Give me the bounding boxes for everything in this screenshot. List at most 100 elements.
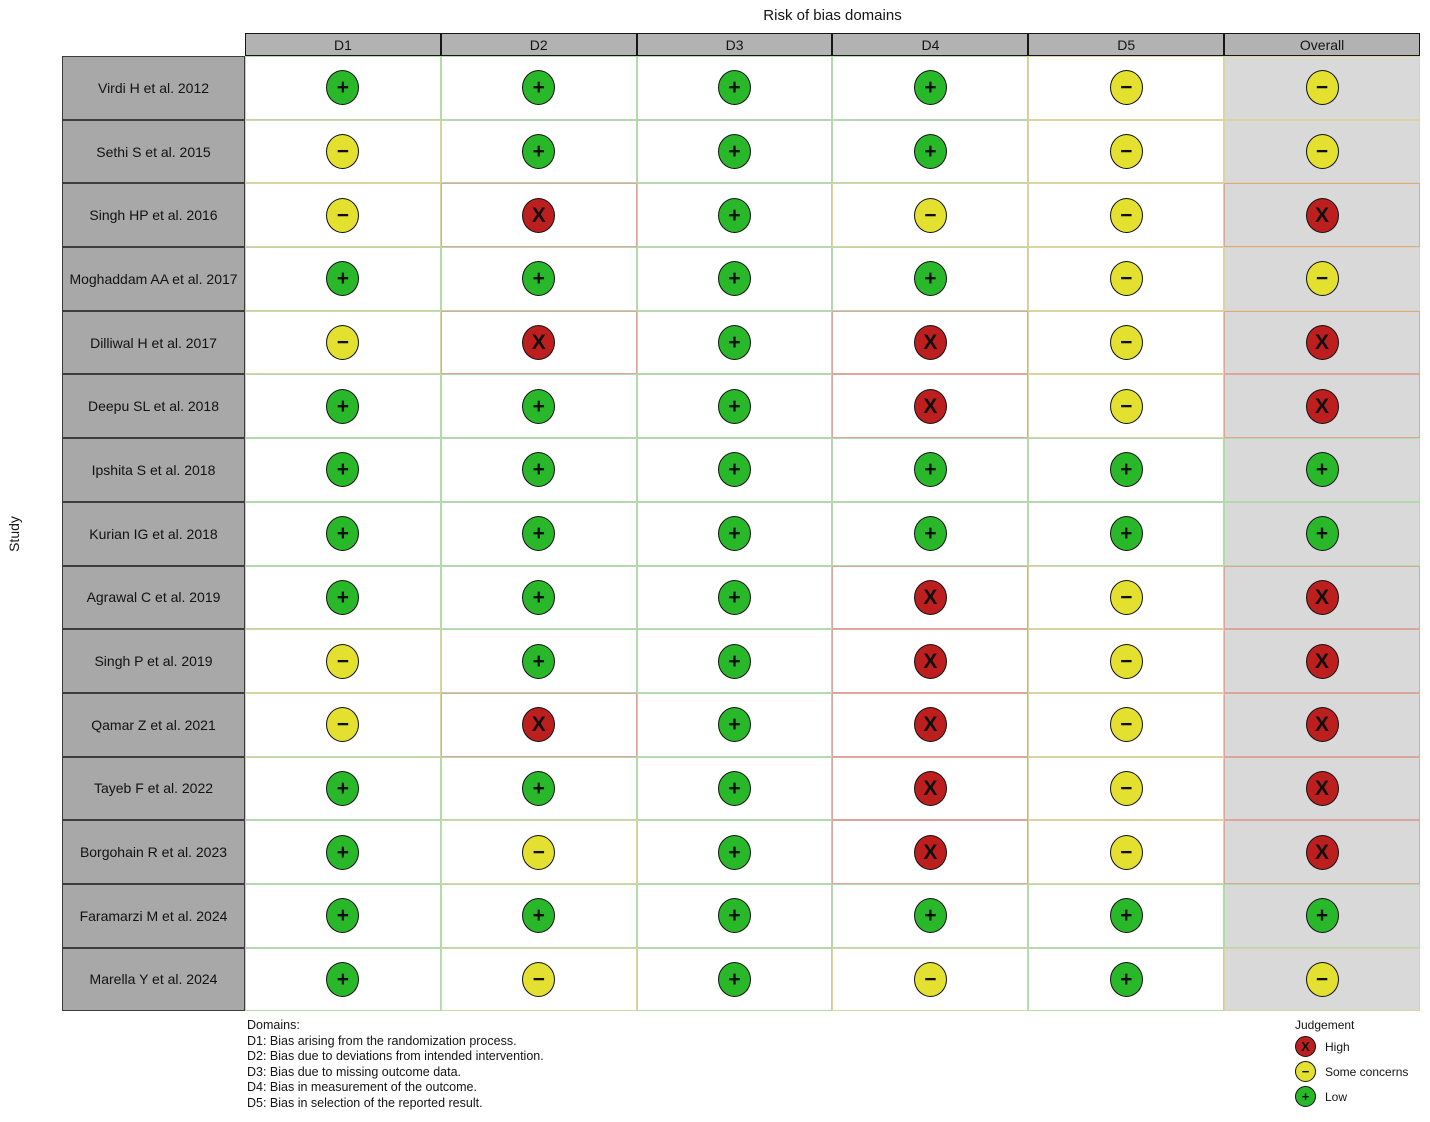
judgement-icon-low: + bbox=[522, 134, 556, 170]
study-label: Faramarzi M et al. 2024 bbox=[62, 883, 245, 948]
study-label: Sethi S et al. 2015 bbox=[62, 119, 245, 184]
judgement-icon-low: + bbox=[326, 834, 360, 870]
study-label: Agrawal C et al. 2019 bbox=[62, 565, 245, 630]
study-label: Tayeb F et al. 2022 bbox=[62, 756, 245, 821]
judgement-icon-high: X bbox=[913, 388, 947, 424]
judgement-cell-d1: + bbox=[245, 247, 441, 311]
judgement-icon-high: X bbox=[1305, 707, 1339, 743]
judgement-icon-some: − bbox=[1109, 197, 1143, 233]
table-row: Virdi H et al. 2012 + + + + − − bbox=[62, 56, 1420, 120]
judgement-legend-item-some: − Some concerns bbox=[1295, 1061, 1408, 1082]
judgement-cell-overall: X bbox=[1224, 820, 1420, 884]
judgement-icon-high: X bbox=[913, 834, 947, 870]
judgement-legend-label: Low bbox=[1325, 1089, 1348, 1104]
judgement-icon-low: + bbox=[718, 134, 752, 170]
judgement-cell-d3: + bbox=[636, 947, 833, 1012]
table-row: Singh HP et al. 2016 − X + − − X bbox=[62, 183, 1420, 248]
judgement-legend-items: X High − Some concerns + Low bbox=[1295, 1036, 1408, 1107]
judgement-icon-some: − bbox=[326, 707, 360, 743]
judgement-icon-some: − bbox=[522, 961, 556, 997]
judgement-cell-d4: + bbox=[832, 438, 1029, 502]
judgement-cell-d4: X bbox=[832, 629, 1029, 693]
judgement-cell-d1: + bbox=[245, 374, 441, 439]
judgement-cell-d5: + bbox=[1028, 883, 1225, 948]
study-label: Moghaddam AA et al. 2017 bbox=[62, 247, 245, 311]
judgement-cell-d1: + bbox=[245, 501, 441, 566]
study-label: Kurian IG et al. 2018 bbox=[62, 501, 245, 566]
table-row: Dilliwal H et al. 2017 − X + X − X bbox=[62, 310, 1420, 375]
table-row: Tayeb F et al. 2022 + + + X − X bbox=[62, 756, 1420, 821]
judgement-icon-low: + bbox=[718, 452, 752, 488]
judgement-icon-low: + bbox=[522, 516, 556, 552]
judgement-icon-high: X bbox=[1305, 197, 1339, 233]
judgement-cell-d5: − bbox=[1028, 756, 1225, 821]
judgement-legend-label: High bbox=[1325, 1039, 1350, 1054]
judgement-icon-some: − bbox=[326, 325, 360, 361]
judgement-cell-d5: + bbox=[1028, 501, 1225, 566]
judgement-icon-low: + bbox=[326, 961, 360, 997]
judgement-cell-d3: + bbox=[636, 756, 833, 821]
judgement-icon-high: X bbox=[913, 643, 947, 679]
judgement-icon-low: + bbox=[326, 261, 360, 297]
table-row: Moghaddam AA et al. 2017 + + + + − − bbox=[62, 247, 1420, 311]
judgement-cell-d2: − bbox=[440, 947, 637, 1012]
judgement-legend-item-low: + Low bbox=[1295, 1086, 1408, 1107]
judgement-cell-d2: X bbox=[440, 183, 637, 248]
judgement-icon-high: X bbox=[913, 770, 947, 806]
judgement-icon-some: − bbox=[1305, 261, 1339, 297]
judgement-cell-overall: X bbox=[1224, 310, 1420, 375]
judgement-icon-some: − bbox=[1109, 834, 1143, 870]
judgement-cell-overall: X bbox=[1224, 692, 1420, 757]
judgement-cell-d3: + bbox=[636, 247, 833, 311]
judgement-cell-d3: + bbox=[636, 883, 833, 948]
column-header-d4: D4 bbox=[832, 33, 1029, 56]
judgement-cell-d3: + bbox=[636, 374, 833, 439]
judgement-cell-overall: X bbox=[1224, 629, 1420, 693]
judgement-icon-high: X bbox=[522, 707, 556, 743]
column-header-d5: D5 bbox=[1028, 33, 1225, 56]
study-label: Qamar Z et al. 2021 bbox=[62, 692, 245, 757]
study-label: Ipshita S et al. 2018 bbox=[62, 438, 245, 502]
judgement-cell-d4: X bbox=[832, 374, 1029, 439]
judgement-cell-d3: + bbox=[636, 629, 833, 693]
judgement-legend-label: Some concerns bbox=[1325, 1064, 1409, 1079]
judgement-icon-high: X bbox=[1305, 325, 1339, 361]
judgement-icon-high: X bbox=[522, 325, 556, 361]
column-header-d3: D3 bbox=[636, 33, 833, 56]
judgement-cell-d4: X bbox=[832, 820, 1029, 884]
judgement-icon-high: X bbox=[1305, 770, 1339, 806]
judgement-cell-d5: − bbox=[1028, 183, 1225, 248]
judgement-cell-d5: − bbox=[1028, 119, 1225, 184]
judgement-icon-low: + bbox=[1305, 516, 1339, 552]
judgement-icon-low: + bbox=[913, 452, 947, 488]
table-row: Borgohain R et al. 2023 + − + X − X bbox=[62, 820, 1420, 884]
domain-definition: D1: Bias arising from the randomization … bbox=[247, 1033, 517, 1048]
judgement-cell-d5: − bbox=[1028, 820, 1225, 884]
judgement-cell-d4: − bbox=[832, 947, 1029, 1012]
judgement-cell-d1: − bbox=[245, 119, 441, 184]
column-header-row: D1 D2 D3 D4 D5 Overall bbox=[62, 33, 1420, 56]
judgement-icon-high: X bbox=[1305, 388, 1339, 424]
column-header-overall: Overall bbox=[1224, 33, 1420, 56]
judgement-icon-low: + bbox=[913, 134, 947, 170]
table-row: Marella Y et al. 2024 + − + − + − bbox=[62, 947, 1420, 1012]
column-header-d2: D2 bbox=[440, 33, 637, 56]
judgement-cell-d3: + bbox=[636, 183, 833, 248]
judgement-icon-low: + bbox=[718, 70, 752, 106]
table-row: Kurian IG et al. 2018 + + + + + + bbox=[62, 501, 1420, 566]
judgement-cell-d5: + bbox=[1028, 947, 1225, 1012]
judgement-icon-some: − bbox=[326, 197, 360, 233]
table-row: Sethi S et al. 2015 − + + + − − bbox=[62, 119, 1420, 184]
judgement-icon-some: − bbox=[913, 961, 947, 997]
judgement-icon-low: + bbox=[1109, 961, 1143, 997]
judgement-cell-overall: X bbox=[1224, 756, 1420, 821]
table-row: Qamar Z et al. 2021 − X + X − X bbox=[62, 692, 1420, 757]
judgement-cell-d4: X bbox=[832, 565, 1029, 630]
judgement-cell-d2: + bbox=[440, 438, 637, 502]
judgement-icon-some: − bbox=[1109, 70, 1143, 106]
judgement-cell-overall: + bbox=[1224, 501, 1420, 566]
judgement-cell-d5: + bbox=[1028, 438, 1225, 502]
judgement-cell-d2: + bbox=[440, 247, 637, 311]
table-row: Agrawal C et al. 2019 + + + X − X bbox=[62, 565, 1420, 630]
domain-definition: D4: Bias in measurement of the outcome. bbox=[247, 1080, 477, 1094]
